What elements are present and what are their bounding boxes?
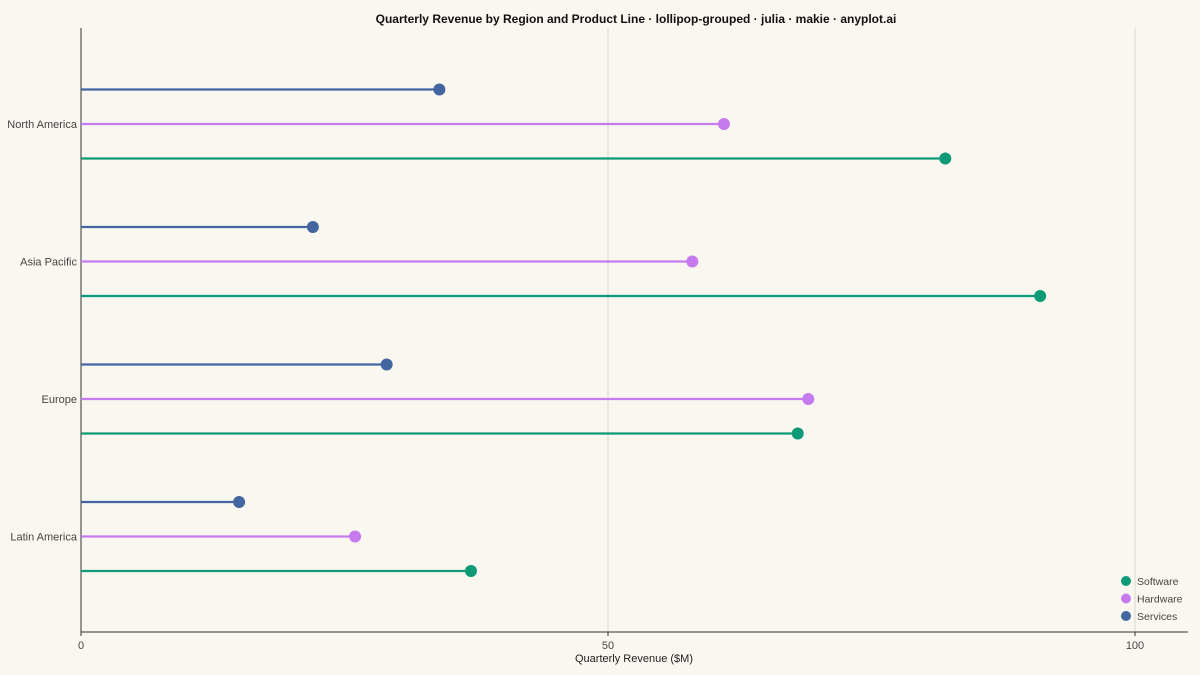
legend: Software Hardware Services [1121,576,1183,623]
dot-services-1 [306,221,319,233]
marks-layer [81,83,1047,577]
dot-services-3 [233,496,246,508]
y-tick-label-0: North America [7,119,78,131]
dot-services-2 [380,358,393,371]
dot-hardware-3 [349,530,362,543]
x-tick-label-2: 100 [1126,640,1144,652]
y-tick-label-1: Asia Pacific [20,257,77,269]
dot-software-1 [1034,290,1047,302]
legend-label-services: Services [1137,611,1177,623]
x-axis-label: Quarterly Revenue ($M) [575,653,693,665]
x-tick-label-1: 50 [602,640,614,652]
legend-marker-software [1121,576,1131,586]
x-tick-label-0: 0 [78,640,84,652]
dot-services-0 [433,83,446,96]
legend-marker-services [1121,611,1131,621]
grid-layer [607,28,1136,632]
legend-label-software: Software [1137,576,1179,588]
dot-software-3 [464,565,477,577]
dot-hardware-1 [686,255,699,268]
dot-software-0 [939,152,952,165]
dot-hardware-2 [802,393,815,405]
axis-layer: 0 50 100 North America Asia Pacific Europe Lat… [7,28,1188,652]
dot-hardware-0 [717,118,730,130]
legend-marker-hardware [1121,593,1131,604]
dot-software-2 [791,427,804,440]
y-tick-label-2: Europe [42,394,77,406]
y-tick-label-3: Latin America [10,532,78,544]
legend-label-hardware: Hardware [1137,594,1183,606]
chart-title: Quarterly Revenue by Region and Product … [376,12,897,26]
